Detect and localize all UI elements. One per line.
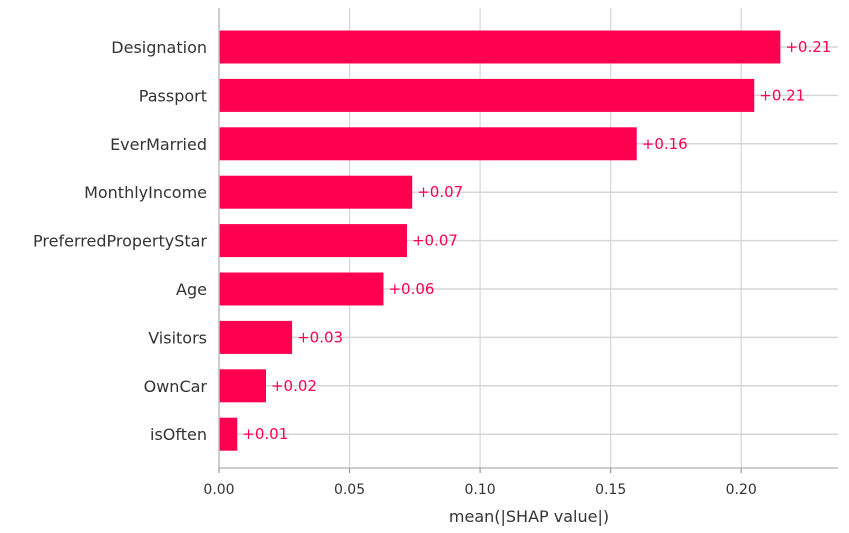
value-label: +0.06	[388, 280, 434, 298]
x-axis-title: mean(|SHAP value|)	[449, 507, 609, 526]
feature-label: MonthlyIncome	[84, 183, 207, 202]
value-label: +0.07	[417, 183, 463, 201]
bar-Designation	[219, 30, 781, 64]
x-tick-label: 0.15	[595, 482, 626, 498]
feature-label: Passport	[139, 86, 207, 105]
x-tick-label: 0.10	[465, 482, 496, 498]
value-label: +0.01	[242, 425, 288, 443]
bars	[219, 30, 781, 451]
value-label: +0.07	[412, 232, 458, 250]
feature-label: PreferredPropertyStar	[33, 232, 207, 251]
x-tick-label: 0.05	[334, 482, 365, 498]
feature-labels: Designation Passport EverMarried MonthlyInc…	[33, 38, 207, 444]
x-axis: 0.00 0.05 0.10 0.15 0.20	[203, 8, 838, 498]
bar-PreferredPropertyStar	[219, 224, 407, 258]
feature-label: isOften	[150, 425, 207, 444]
bar-Passport	[219, 78, 755, 112]
bar-isOften	[219, 417, 238, 451]
value-label: +0.21	[759, 86, 805, 104]
value-label: +0.02	[271, 377, 317, 395]
feature-label: OwnCar	[144, 377, 208, 396]
feature-label: Designation	[111, 38, 207, 57]
feature-label: Visitors	[148, 328, 207, 347]
bar-Age	[219, 272, 384, 306]
value-label: +0.21	[785, 38, 831, 56]
feature-label: EverMarried	[110, 135, 207, 154]
x-tick-label: 0.20	[726, 482, 757, 498]
value-label: +0.03	[297, 328, 343, 346]
feature-label: Age	[176, 280, 207, 299]
bar-Visitors	[219, 320, 293, 354]
bar-MonthlyIncome	[219, 175, 413, 209]
value-label: +0.16	[642, 135, 688, 153]
bar-EverMarried	[219, 127, 637, 161]
x-tick-label: 0.00	[203, 482, 234, 498]
bar-OwnCar	[219, 369, 266, 403]
value-labels: +0.21 +0.21 +0.16 +0.07 +0.07 +0.06 +0.03 +0.02…	[242, 38, 831, 443]
